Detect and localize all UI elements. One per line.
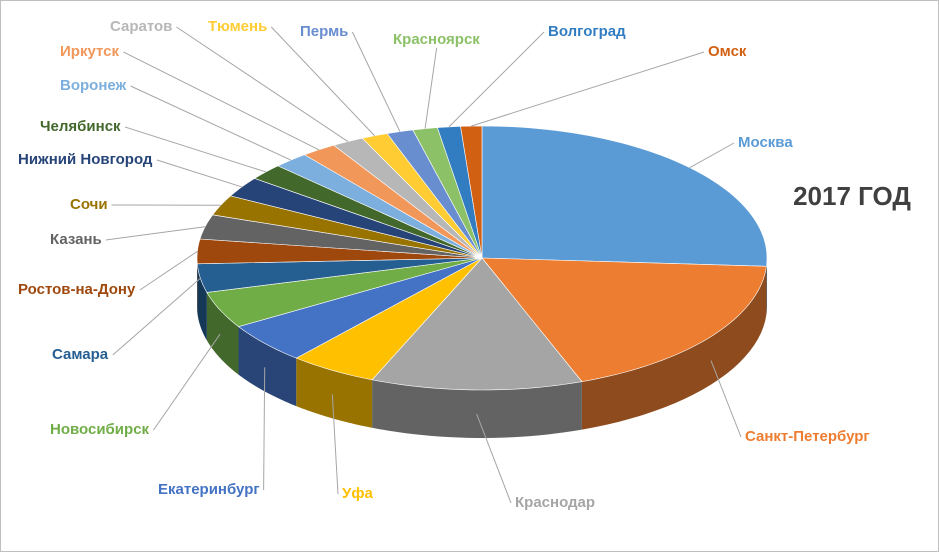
slice-label: Сочи: [70, 196, 108, 213]
pie-slice: [295, 257, 483, 381]
slice-label: Краснодар: [515, 494, 595, 511]
leader-line: [112, 277, 201, 356]
leader-line: [153, 333, 221, 431]
slice-label: Саратов: [110, 18, 172, 35]
slice-label: Пермь: [300, 23, 348, 40]
pie-slice: [196, 257, 483, 293]
leader-line: [124, 126, 267, 173]
slice-label: Волгоград: [548, 23, 626, 40]
pie-side: [372, 379, 582, 438]
pie-slice: [237, 257, 483, 359]
slice-label: Казань: [50, 231, 102, 248]
slice-label: Новосибирск: [50, 421, 150, 438]
slice-label: Санкт-Петербург: [745, 428, 870, 445]
pie-slice: [229, 178, 483, 259]
leader-line: [156, 159, 242, 188]
slice-label: Ростов-на-Дону: [18, 281, 136, 298]
slice-label: Нижний Новгород: [18, 151, 153, 168]
slice-label: Самара: [52, 346, 109, 363]
leader-line: [689, 142, 735, 169]
pie-side: [581, 266, 767, 430]
pie-side: [766, 258, 767, 315]
slice-label: Москва: [738, 134, 793, 151]
pie-slice: [199, 214, 483, 259]
pie-slice: [371, 257, 583, 391]
pie-slice: [481, 125, 768, 267]
chart-title: 2017 ГОД: [793, 181, 911, 211]
leader-line: [123, 51, 320, 151]
slice-label: Екатеринбург: [158, 481, 260, 498]
pie-slice: [212, 195, 483, 259]
slice-label: Омск: [708, 43, 747, 60]
pie-slice: [206, 257, 483, 327]
slice-label: Тюмень: [208, 18, 267, 35]
slice-label: Челябинск: [40, 118, 121, 135]
leader-line: [710, 360, 742, 438]
leader-line: [471, 51, 705, 127]
pie-slice: [460, 125, 483, 259]
slice-label: Иркутск: [60, 43, 119, 60]
leader-line: [476, 413, 512, 504]
slice-label: Уфа: [342, 485, 373, 502]
leader-line: [351, 31, 401, 132]
slice-label: Воронеж: [60, 77, 127, 94]
leader-line: [270, 26, 375, 137]
pie-slice: [481, 257, 767, 382]
leader-line: [263, 367, 266, 491]
pie-side: [197, 263, 207, 341]
leader-line: [331, 394, 339, 495]
leader-line: [130, 85, 292, 161]
slice-label: Красноярск: [393, 31, 480, 48]
leader-line: [424, 47, 438, 129]
leader-line: [448, 31, 545, 128]
leader-line: [105, 226, 206, 241]
pie-side: [296, 358, 373, 428]
pie-side: [238, 326, 297, 407]
leader-line: [176, 26, 349, 142]
pie-side: [206, 292, 239, 375]
leader-line: [139, 250, 198, 291]
